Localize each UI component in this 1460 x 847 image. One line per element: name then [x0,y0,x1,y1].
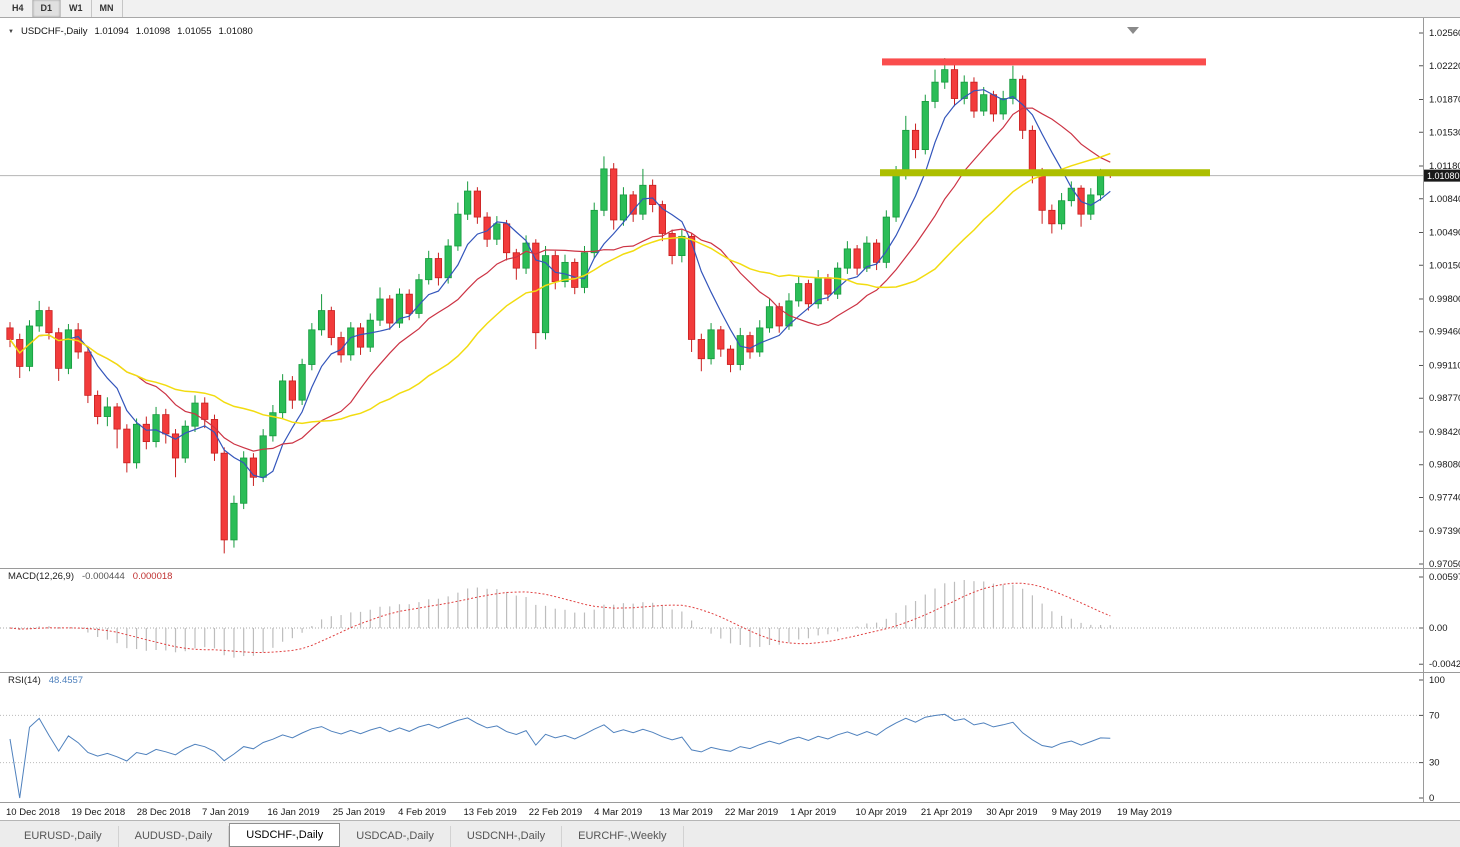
bid-price-label: 1.01080 [1424,169,1460,182]
svg-text:1.02220: 1.02220 [1429,61,1460,72]
tab-audusd[interactable]: AUDUSD-,Daily [119,826,230,847]
price-axis[interactable]: 1.02560 1.02220 1.01870 1.01530 1.01180 1.008… [1419,28,1460,804]
macd-pane[interactable] [0,580,1423,658]
svg-text:0.00: 0.00 [1429,623,1448,634]
bottom-bar: EURUSD-,Daily AUDUSD-,Daily USDCHF-,Daily U… [0,820,1460,847]
chart-window: 1.02560 1.02220 1.01870 1.01530 1.01180 1.008… [0,18,1460,820]
svg-text:13 Feb 2019: 13 Feb 2019 [463,807,516,818]
svg-text:0.98420: 0.98420 [1429,427,1460,438]
svg-text:30: 30 [1429,758,1440,769]
chart-canvas[interactable]: 1.02560 1.02220 1.01870 1.01530 1.01180 1.008… [0,18,1460,820]
svg-text:1.01870: 1.01870 [1429,94,1460,105]
svg-text:-0.00424: -0.00424 [1429,659,1460,670]
svg-text:0.99800: 0.99800 [1429,294,1460,305]
svg-text:0.98770: 0.98770 [1429,393,1460,404]
svg-text:70: 70 [1429,710,1440,721]
timeframe-button-mn[interactable]: MN [92,0,123,17]
svg-text:1 Apr 2019: 1 Apr 2019 [790,807,836,818]
chart-symbol-label: USDCHF-,Daily [20,26,88,37]
svg-text:22 Feb 2019: 22 Feb 2019 [529,807,582,818]
macd-histogram [19,580,1111,658]
svg-text:22 Mar 2019: 22 Mar 2019 [725,807,778,818]
timeframe-button-h4[interactable]: H4 [4,0,33,17]
rsi-name: RSI(14) [8,675,41,686]
macd-signal-line [9,582,1111,653]
svg-text:10 Apr 2019: 10 Apr 2019 [856,807,907,818]
price-pane[interactable] [0,27,1423,554]
price-low-value: 1.01055 [177,26,212,37]
svg-text:1.01080: 1.01080 [1427,171,1460,181]
macd-main-value: -0.000444 [82,571,125,582]
svg-text:16 Jan 2019: 16 Jan 2019 [267,807,319,818]
ma-slow-line [9,152,1111,425]
chart-title: ▼ USDCHF-,Daily 1.01094 1.01098 1.01055 … [8,26,253,37]
tab-usdcad[interactable]: USDCAD-,Daily [340,826,451,847]
svg-text:0.99110: 0.99110 [1429,360,1460,371]
svg-text:13 Mar 2019: 13 Mar 2019 [660,807,713,818]
svg-text:0: 0 [1429,793,1434,804]
svg-text:1.00150: 1.00150 [1429,260,1460,271]
svg-text:100: 100 [1429,675,1445,686]
price-open-value: 1.01094 [94,26,129,37]
svg-text:7 Jan 2019: 7 Jan 2019 [202,807,249,818]
time-axis[interactable]: 10 Dec 2018 19 Dec 2018 28 Dec 2018 7 Jan 2… [6,807,1172,818]
svg-text:4 Mar 2019: 4 Mar 2019 [594,807,642,818]
svg-text:19 May 2019: 19 May 2019 [1117,807,1172,818]
svg-text:28 Dec 2018: 28 Dec 2018 [137,807,191,818]
svg-text:4 Feb 2019: 4 Feb 2019 [398,807,446,818]
chart-shift-marker[interactable] [1127,27,1139,34]
rsi-line [9,713,1111,799]
svg-text:9 May 2019: 9 May 2019 [1052,807,1102,818]
svg-text:10 Dec 2018: 10 Dec 2018 [6,807,60,818]
resistance-line[interactable] [882,58,1206,66]
timeframe-toolbar: H4 D1 W1 MN [0,0,1460,18]
svg-text:25 Jan 2019: 25 Jan 2019 [333,807,385,818]
support-line[interactable] [880,169,1210,177]
macd-name: MACD(12,26,9) [8,571,74,582]
svg-text:21 Apr 2019: 21 Apr 2019 [921,807,972,818]
svg-text:0.97050: 0.97050 [1429,559,1460,570]
ma-fast-line [9,89,1111,479]
price-high-value: 1.01098 [135,26,171,37]
ma-mid-line [9,107,1111,452]
chart-chrome [0,18,1460,803]
svg-text:19 Dec 2018: 19 Dec 2018 [71,807,125,818]
rsi-pane[interactable] [0,713,1423,799]
timeframe-button-d1[interactable]: D1 [32,0,62,17]
price-close-value: 1.01080 [218,26,253,37]
svg-text:0.97390: 0.97390 [1429,526,1460,537]
svg-text:1.00840: 1.00840 [1429,194,1460,205]
chart-tabs: EURUSD-,Daily AUDUSD-,Daily USDCHF-,Daily U… [8,823,684,847]
tab-usdcnh[interactable]: USDCNH-,Daily [451,826,563,847]
rsi-indicator-label: RSI(14) 48.4557 [8,675,83,686]
svg-text:0.97740: 0.97740 [1429,493,1460,504]
svg-text:1.02560: 1.02560 [1429,28,1460,39]
svg-text:0.00597: 0.00597 [1429,572,1460,583]
macd-indicator-label: MACD(12,26,9) -0.000444 0.000018 [8,571,172,582]
rsi-value: 48.4557 [48,675,84,686]
collapse-arrow-icon[interactable]: ▼ [8,28,14,35]
svg-text:1.01180: 1.01180 [1429,161,1460,172]
svg-text:1.00490: 1.00490 [1429,227,1460,238]
tab-usdchf[interactable]: USDCHF-,Daily [229,823,341,847]
macd-signal-value: 0.000018 [132,571,173,582]
candlestick-series [6,58,1114,554]
svg-text:1.01530: 1.01530 [1429,127,1460,138]
tab-eurusd[interactable]: EURUSD-,Daily [8,826,119,847]
tab-eurchf[interactable]: EURCHF-,Weekly [562,826,684,847]
svg-text:0.98080: 0.98080 [1429,460,1460,471]
timeframe-button-w1[interactable]: W1 [61,0,92,17]
svg-text:0.99460: 0.99460 [1429,327,1460,338]
svg-text:30 Apr 2019: 30 Apr 2019 [986,807,1037,818]
